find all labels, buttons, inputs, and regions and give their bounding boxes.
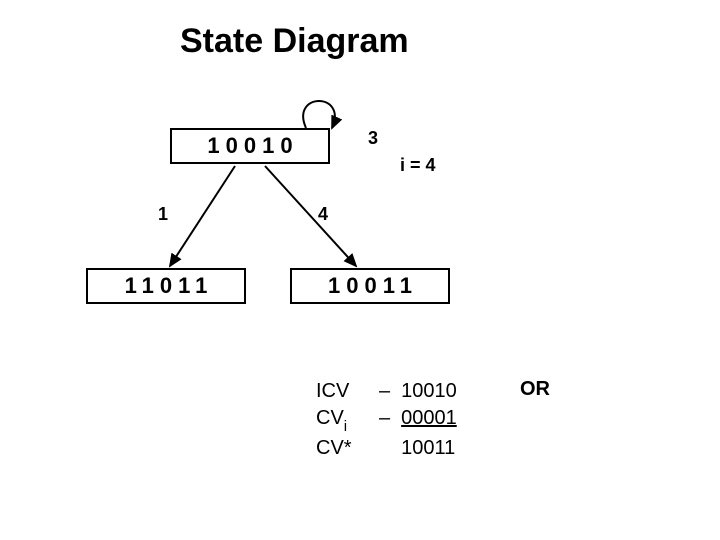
state-left: 11011 (86, 268, 246, 304)
calc-key: CV* (316, 435, 368, 462)
calc-sep: – (374, 378, 396, 405)
calc-key: ICV (316, 378, 368, 405)
calc-row: CVi – 00001 (316, 405, 457, 435)
calc-block: ICV – 10010 CVi – 00001 CV* 10011 (316, 378, 457, 462)
index-label: i = 4 (400, 155, 436, 176)
edge-label-right: 4 (318, 204, 328, 225)
state-top: 10010 (170, 128, 330, 164)
calc-val: 10011 (401, 435, 455, 462)
edge-self-loop (303, 101, 335, 128)
edge-label-left: 1 (158, 204, 168, 225)
edge-to-right (265, 166, 356, 266)
edge-to-left (170, 166, 235, 266)
index-prefix: i = (400, 155, 421, 175)
calc-val: 10010 (401, 378, 457, 405)
state-right: 10011 (290, 268, 450, 304)
calc-row: ICV – 10010 (316, 378, 457, 405)
edge-label-self: 3 (368, 128, 378, 149)
calc-sep: – (374, 405, 396, 432)
index-value: 4 (426, 155, 436, 175)
calc-row: CV* 10011 (316, 435, 457, 462)
calc-val: 00001 (401, 405, 457, 432)
page-title: State Diagram (180, 22, 409, 61)
op-label: OR (520, 378, 550, 401)
calc-key: CVi (316, 405, 368, 435)
